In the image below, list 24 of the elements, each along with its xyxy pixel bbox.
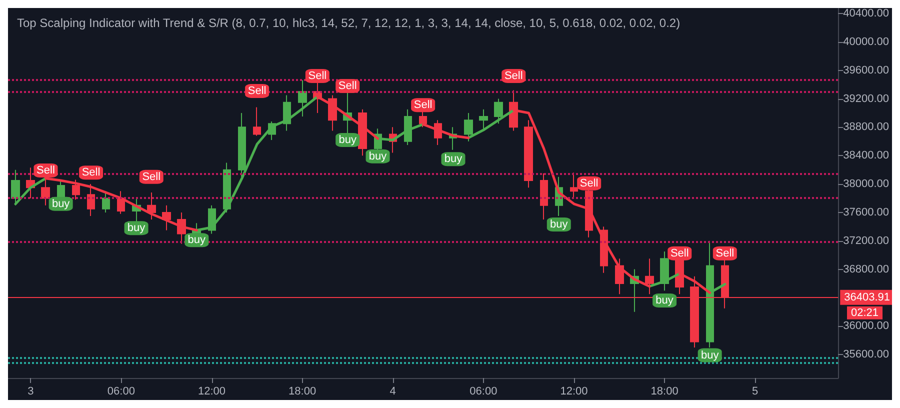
- y-tick-label: 37200.00: [843, 234, 890, 247]
- y-tick-label: 40400.00: [843, 8, 890, 20]
- x-tick-label: 5: [752, 386, 758, 398]
- y-tick-label: 39600.00: [843, 64, 890, 76]
- x-tick-label: 18:00: [650, 386, 678, 398]
- x-tick-label: 18:00: [288, 386, 316, 398]
- y-tick-label: 35600.00: [843, 348, 890, 361]
- x-tick-label: 06:00: [470, 386, 498, 398]
- x-tick-label: 12:00: [198, 386, 226, 398]
- ref-line-label: 36403.91: [844, 291, 890, 304]
- text: 02:21: [851, 306, 879, 319]
- y-tick-label: 38000.00: [843, 178, 890, 190]
- x-tick-label: 3: [28, 386, 34, 398]
- y-tick-label: 38800.00: [843, 121, 890, 134]
- y-tick-label: 40000.00: [843, 36, 890, 48]
- y-tick-label: 36800.00: [843, 263, 890, 276]
- y-tick-label: 39200.00: [843, 92, 890, 105]
- x-tick-label: 4: [390, 386, 396, 398]
- x-tick-label: 12:00: [560, 386, 588, 398]
- y-tick-label: 36000.00: [843, 320, 890, 332]
- y-tick-label: 37600.00: [843, 206, 890, 218]
- x-tick-label: 06:00: [107, 386, 135, 398]
- y-tick-label: 38400.00: [843, 150, 890, 162]
- text: Top Scalping Indicator with Trend & S/R (8, 0.7, 10, hlc3, 14, 52, 7, 12, 12, 1, 3, 3, 14, 14, close, 10, 5, 0.618, 0.02, 0.02, 0.2): [17, 16, 680, 30]
